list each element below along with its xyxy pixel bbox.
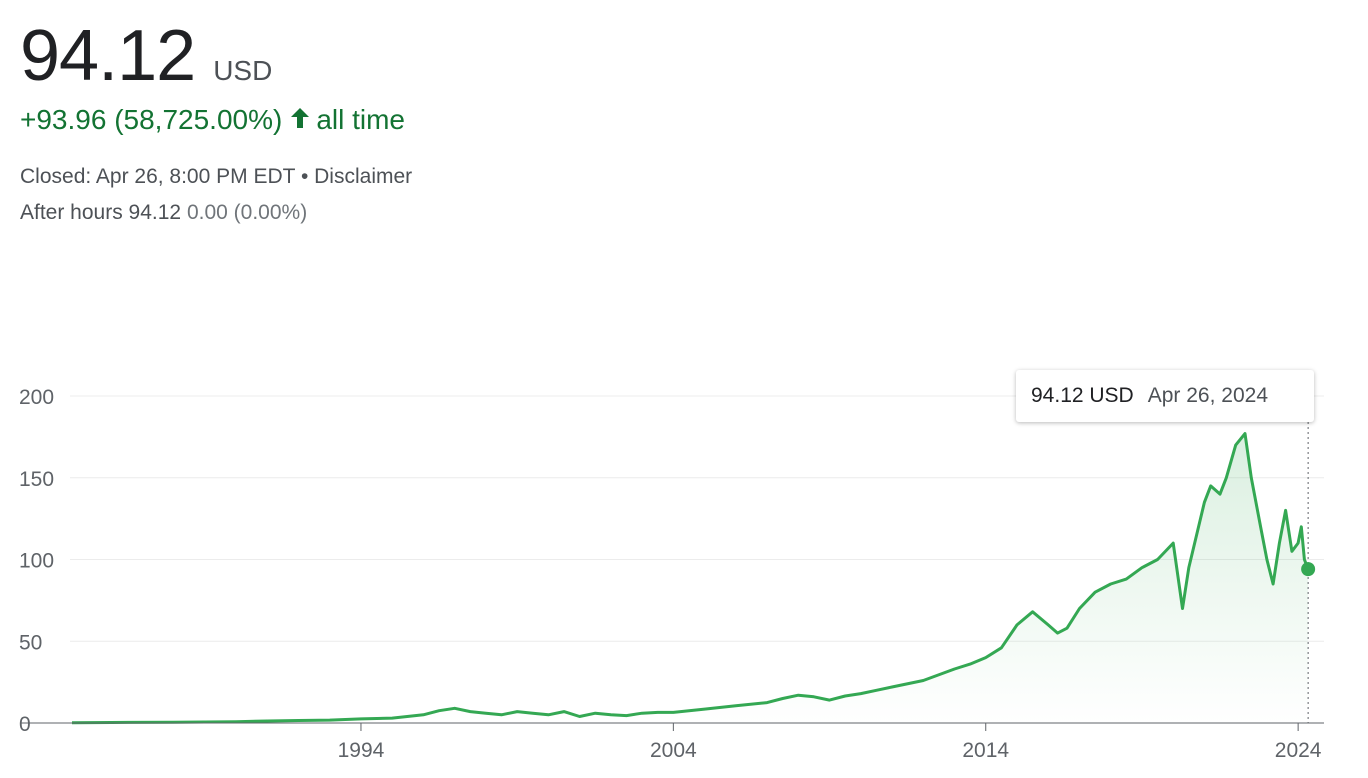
y-tick-label: 100: [19, 550, 54, 573]
arrow-up-icon: [290, 104, 310, 136]
x-tick-label: 2004: [650, 739, 697, 762]
price-line: [71, 432, 1310, 725]
price-area-fill: [72, 433, 1309, 723]
price-change: +93.96 (58,725.00%) all time: [20, 104, 405, 136]
y-tick-label: 0: [19, 713, 31, 736]
disclaimer-link[interactable]: Disclaimer: [314, 165, 413, 188]
change-value: +93.96 (58,725.00%): [20, 104, 283, 135]
after-hours: After hours 94.12 0.00 (0.00%): [20, 201, 307, 225]
closed-text: Closed: Apr 26, 8:00 PM EDT: [20, 165, 296, 188]
current-price: 94.12: [20, 16, 196, 96]
change-period: all time: [316, 104, 406, 135]
y-axis-labels: 0 50 100 150 200: [19, 386, 54, 736]
y-tick-label: 50: [19, 631, 42, 654]
after-hours-change: 0.00 (0.00%): [186, 201, 308, 224]
after-hours-label: After hours 94.12: [20, 201, 182, 224]
separator-dot: •: [300, 165, 309, 188]
tooltip-price: 94.12 USD: [1031, 384, 1134, 407]
closed-status: Closed: Apr 26, 8:00 PM EDT • Disclaimer: [20, 165, 412, 189]
hover-tooltip: 94.12 USD Apr 26, 2024: [1016, 370, 1314, 422]
x-tick-label: 2014: [962, 739, 1009, 762]
x-tick-label: 2024: [1275, 739, 1322, 762]
x-axis-labels: 1994 2004 2014 2024: [338, 723, 1322, 762]
tooltip-date: Apr 26, 2024: [1147, 384, 1268, 407]
y-tick-label: 200: [19, 386, 54, 409]
current-point-marker: [1301, 562, 1316, 577]
price-header: 94.12 USD: [20, 14, 272, 98]
currency-code: USD: [213, 55, 273, 86]
x-tick-label: 1994: [338, 739, 385, 762]
y-tick-label: 150: [19, 468, 54, 491]
